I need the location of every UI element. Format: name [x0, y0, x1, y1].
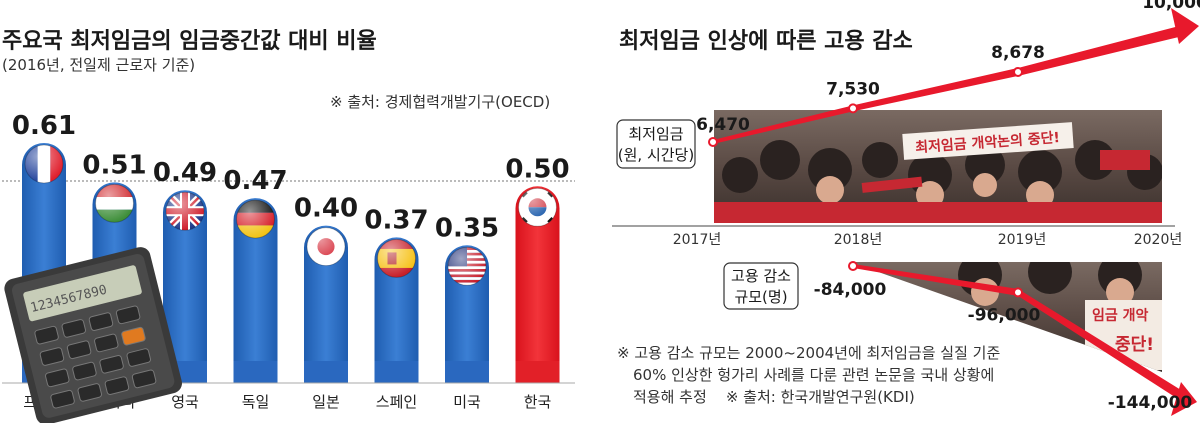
- job-loss-value-label: -84,000: [814, 280, 887, 300]
- wage-point: [848, 103, 858, 114]
- job-loss-point: [848, 261, 858, 271]
- bar-value-label: 0.37: [364, 205, 428, 235]
- year-label: 2019년: [998, 232, 1047, 248]
- spain-flag-icon: [377, 238, 416, 278]
- bar-base-독일: [233, 361, 278, 383]
- note-line-2: 60% 인상한 헝가리 사례를 다룬 관련 논문을 국내 상황에: [633, 366, 994, 384]
- wage-arrowhead: [1171, 8, 1199, 44]
- job-label-box: 고용 감소 규모(명): [723, 262, 799, 310]
- category-label: 미국: [453, 393, 481, 411]
- japan-flag-icon: [306, 227, 346, 267]
- bar-value-label: 0.49: [153, 158, 217, 188]
- bar-독일: [233, 198, 278, 383]
- hungary-flag-icon: [95, 183, 134, 223]
- year-label: 2018년: [834, 232, 883, 248]
- wage-value-label: 10,000: [1142, 0, 1200, 13]
- bar-value-label: 0.51: [82, 150, 146, 180]
- bar-일본: [304, 225, 348, 383]
- germany-flag-icon: [236, 199, 275, 239]
- wage-line: [713, 24, 1185, 144]
- wage-point: [1013, 66, 1023, 77]
- job-loss-point: [1013, 287, 1023, 298]
- uk-flag-icon: [165, 191, 205, 231]
- category-label: 독일: [242, 393, 270, 411]
- wage-value-label: 8,678: [991, 43, 1045, 63]
- france-flag-icon: [24, 144, 64, 184]
- category-label: 한국: [524, 393, 552, 411]
- job-loss-value-label: -144,000: [1108, 393, 1193, 413]
- left-chart-source: ※ 출처: 경제협력개발기구(OECD): [330, 93, 550, 111]
- bar-value-label: 0.40: [294, 194, 358, 224]
- protest-photo-top: 최저임금 개악논의 중단!: [714, 110, 1162, 223]
- job-loss-value-label: -96,000: [968, 305, 1041, 325]
- left-chart-subtitle: (2016년, 전일제 근로자 기준): [2, 56, 195, 74]
- category-label: 스페인: [376, 393, 417, 411]
- wage-box-line-1: 최저임금: [628, 125, 683, 143]
- right-chart-title: 최저임금 인상에 따른 고용 감소: [619, 29, 913, 54]
- left-chart-title: 주요국 최저임금의 임금중간값 대비 비율: [2, 29, 377, 54]
- year-labels: 2017년 2018년 2019년 2020년: [673, 232, 1183, 248]
- korea-flag-icon: [518, 187, 557, 227]
- calculator-illustration: 1234567890: [4, 247, 182, 423]
- wage-point: [708, 137, 718, 147]
- job-loss-arrowhead: [1171, 382, 1197, 416]
- job-loss-series: -84,000 -96,000 -144,000: [814, 261, 1197, 416]
- bar-영국: [163, 190, 207, 383]
- wage-label-box: 최저임금 (원, 시간당): [616, 119, 696, 169]
- note-line-3: 적용해 추정 ※ 출처: 한국개발연구원(KDI): [633, 388, 915, 406]
- bar-base-한국: [515, 361, 560, 383]
- wage-value-label: 6,470: [696, 115, 750, 135]
- photo-banner-text-2: 임금 개악: [1092, 307, 1149, 324]
- left-chart: 주요국 최저임금의 임금중간값 대비 비율 (2016년, 전일제 근로자 기준…: [2, 29, 575, 423]
- bar-한국: [515, 186, 560, 383]
- bar-value-label: 0.35: [435, 213, 499, 243]
- category-label: 영국: [171, 393, 199, 411]
- job-box-line-1: 고용 감소: [731, 267, 791, 285]
- year-label: 2020년: [1134, 232, 1183, 248]
- bar-value-label: 0.50: [505, 154, 569, 184]
- bar-value-label: 0.61: [12, 111, 76, 141]
- photo-banner-text-3: 중단!: [1115, 335, 1154, 355]
- usa-flag-icon: [447, 246, 487, 286]
- right-chart: 최저임금 인상에 따른 고용 감소 최저임금 개악논의 중단!: [612, 0, 1200, 416]
- job-box-line-2: 규모(명): [734, 288, 787, 306]
- bar-base-미국: [445, 361, 489, 383]
- wage-series: 6,470 7,530 8,678 10,000: [696, 0, 1200, 147]
- wage-value-label: 7,530: [826, 79, 880, 99]
- year-label: 2017년: [673, 232, 722, 248]
- bar-base-스페인: [374, 361, 419, 383]
- note-line-1: ※ 고용 감소 규모는 2000~2004년에 최저임금을 실질 기준: [617, 344, 1000, 362]
- bar-value-label: 0.47: [223, 166, 287, 196]
- wage-box-line-2: (원, 시간당): [618, 146, 694, 164]
- category-label: 일본: [312, 393, 340, 411]
- bar-base-일본: [304, 361, 348, 383]
